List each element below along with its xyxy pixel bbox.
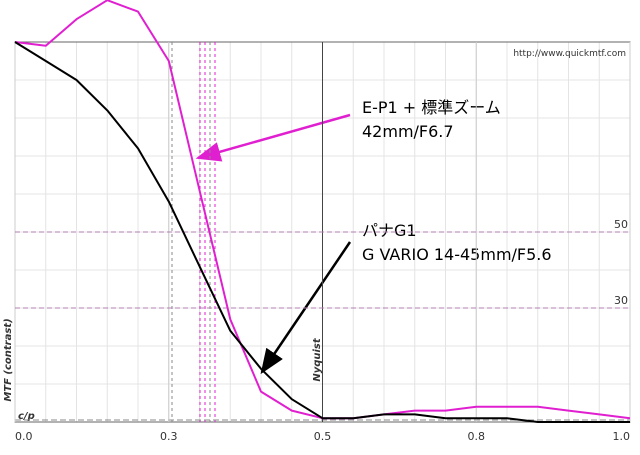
y-tick-label: 50 — [614, 218, 628, 231]
arrow — [260, 241, 352, 375]
x-tick-label: 0.0 — [15, 430, 33, 443]
annotation: 42mm/F6.7 — [362, 122, 454, 141]
arrow — [195, 113, 351, 162]
x-tick-label: 0.3 — [160, 430, 178, 443]
annotation: パナG1 — [362, 221, 417, 240]
series-line — [14, 41, 630, 423]
nyquist-label: Nyquist — [312, 337, 323, 382]
y-axis-label: MTF (contrast) — [3, 318, 14, 401]
annotation: G VARIO 14-45mm/F5.6 — [362, 245, 552, 264]
x-tick-label: 0.5 — [314, 430, 332, 443]
x-tick-label: 1.0 — [613, 430, 631, 443]
y-tick-label: 30 — [614, 294, 628, 307]
x-axis-label: c/p — [18, 411, 35, 422]
annotation: E-P1 + 標準ズーム — [362, 98, 501, 117]
x-tick-label: 0.8 — [468, 430, 486, 443]
source: http://www.quickmtf.com — [513, 49, 626, 59]
